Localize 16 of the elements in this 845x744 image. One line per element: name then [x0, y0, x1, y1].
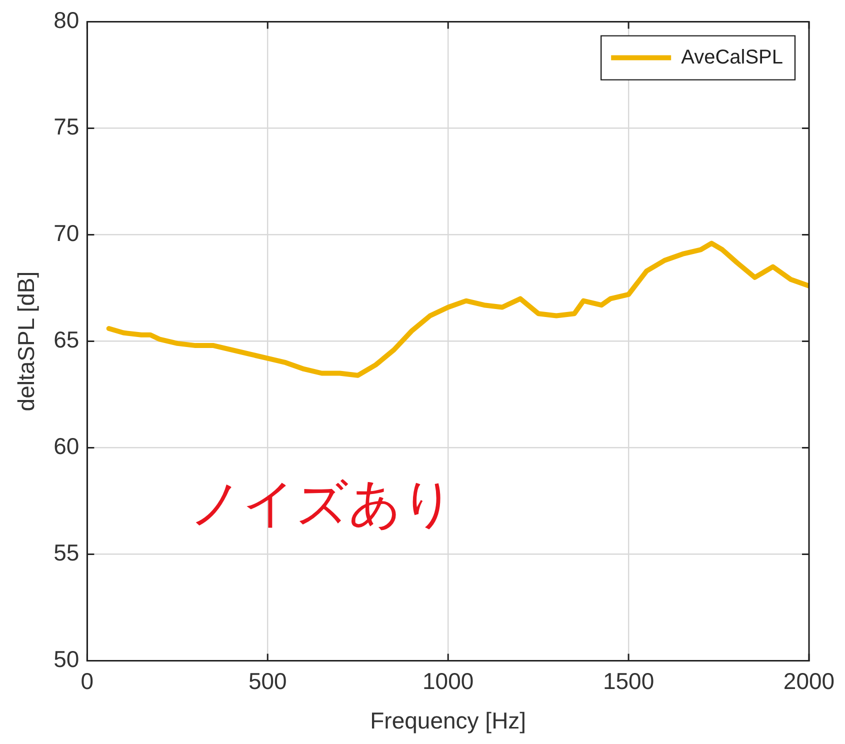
- y-axis-title: deltaSPL [dB]: [13, 271, 40, 412]
- x-tick-label: 1500: [602, 668, 654, 694]
- y-tick-label: 70: [54, 220, 80, 246]
- x-tick-label: 0: [80, 668, 94, 694]
- x-axis-title: Frequency [Hz]: [370, 708, 526, 734]
- y-tick-label: 55: [54, 540, 80, 566]
- x-tick-label: 500: [248, 668, 287, 694]
- x-tick-label: 2000: [783, 668, 835, 694]
- x-tick-label: 1000: [422, 668, 474, 694]
- y-tick-label: 50: [54, 646, 80, 672]
- y-tick-label: 60: [54, 433, 80, 460]
- legend-label: AveCalSPL: [681, 46, 784, 68]
- y-tick-label: 75: [54, 114, 80, 140]
- y-tick-label: 65: [54, 326, 80, 353]
- annotation: ノイズあり: [189, 474, 454, 534]
- y-tick-label: 80: [54, 7, 80, 34]
